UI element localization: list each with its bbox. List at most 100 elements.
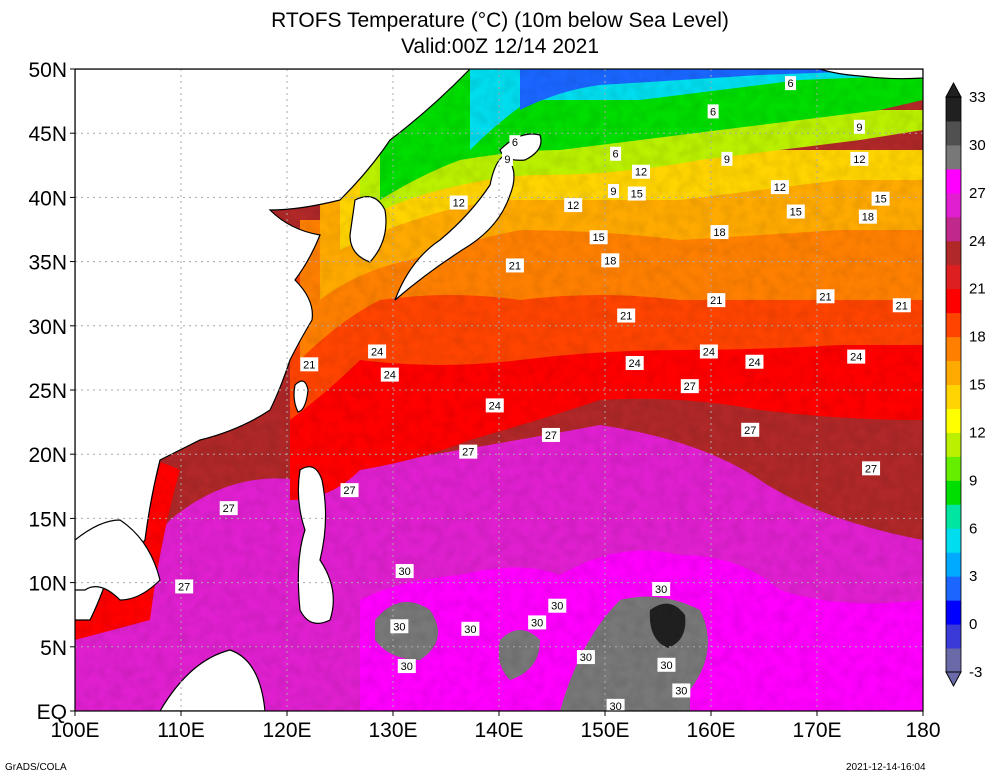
- colorbar-min-arrow: [945, 671, 962, 688]
- contour-label-box: [380, 367, 399, 382]
- colorbar-swatch: [946, 264, 961, 290]
- contour-label: 30: [551, 601, 563, 613]
- timestamp: 2021-12-14-16:04: [846, 762, 926, 773]
- colorbar-swatch: [946, 456, 961, 481]
- contour-label: 6: [787, 78, 793, 90]
- colorbar-swatch: [946, 504, 961, 529]
- land-korea: [349, 196, 387, 263]
- contour-label-box: [745, 354, 764, 369]
- colorbar-label: 24: [969, 233, 986, 250]
- lat-tick-label: EQ: [37, 701, 67, 724]
- contour-label-box: [368, 344, 387, 359]
- land-asia-mainland: [75, 69, 471, 621]
- lon-tick-label: 180: [905, 719, 940, 742]
- contour-label-box: [528, 615, 547, 630]
- contour-label-box: [657, 657, 676, 672]
- colorbar-label: 33: [969, 89, 986, 106]
- contour-label: 27: [178, 581, 190, 593]
- contour-label: 27: [545, 430, 557, 442]
- contour-label-box: [627, 186, 646, 201]
- colorbar-swatch: [946, 216, 961, 242]
- colorbar-swatch: [946, 97, 961, 122]
- contour-label: 24: [489, 400, 501, 412]
- contour-label: 27: [343, 485, 355, 497]
- contour-label: 30: [399, 566, 411, 578]
- colorbar-swatch: [946, 120, 961, 146]
- contour-label-box: [564, 198, 583, 213]
- lat-tick-label: 50N: [28, 59, 67, 82]
- contour-label: 30: [401, 661, 413, 673]
- contour-label: 12: [635, 167, 647, 179]
- contour-label: 15: [874, 194, 886, 206]
- contour-label-box: [459, 444, 478, 459]
- lat-tick-label: 25N: [28, 380, 67, 403]
- contour-label: 6: [710, 106, 716, 118]
- map-title: RTOFS Temperature (°C) (10m below Sea Le…: [271, 9, 729, 32]
- lat-tick-label: 20N: [28, 444, 67, 467]
- contour-label-box: [892, 298, 911, 313]
- colorbar-label: 3: [969, 568, 977, 585]
- contour-label: 24: [850, 352, 862, 364]
- contour-label-box: [501, 151, 513, 166]
- contour-label-box: [219, 501, 238, 516]
- contour-label: 12: [853, 154, 865, 166]
- colorbar-swatch: [946, 480, 961, 505]
- colorbar-max-arrow: [945, 81, 962, 98]
- colorbar-swatch: [946, 144, 961, 170]
- lon-tick-label: 150E: [580, 719, 629, 742]
- lon-tick-label: 140E: [474, 719, 523, 742]
- contour-label: 24: [384, 370, 396, 382]
- contour-label-box: [770, 180, 789, 195]
- contour-label-box: [576, 650, 595, 665]
- contour-label: 30: [464, 624, 476, 636]
- lat-tick-label: 45N: [28, 123, 67, 146]
- contour-label-box: [606, 698, 625, 711]
- colorbar-swatch: [946, 552, 961, 577]
- contour-label-box: [340, 483, 359, 498]
- contour-label: 30: [393, 621, 405, 633]
- lat-tick-label: 35N: [28, 252, 67, 275]
- colorbar-label: 0: [969, 616, 977, 633]
- contour-label: 6: [613, 149, 619, 161]
- contour-label-box: [707, 104, 719, 119]
- contour-label-box: [847, 349, 866, 364]
- contour-label: 21: [896, 300, 908, 312]
- contour-label-box: [449, 195, 468, 210]
- lon-tick-label: 130E: [368, 719, 417, 742]
- contour-label-box: [485, 398, 504, 413]
- contour-label: 6: [512, 137, 518, 149]
- contour-label: 12: [567, 200, 579, 212]
- contour-label: 15: [790, 207, 802, 219]
- contour-label: 27: [223, 503, 235, 515]
- contour-label-box: [672, 683, 691, 698]
- contour-label-box: [505, 258, 524, 273]
- contour-label-box: [632, 164, 651, 179]
- contour-label: 21: [819, 291, 831, 303]
- colorbar: -3 0 3 6 9 12 15 18 21 24 27 30 33: [945, 81, 986, 688]
- land-kamchatka: [819, 69, 923, 80]
- colorbar-label: 15: [969, 377, 986, 394]
- contour-label: 27: [865, 463, 877, 475]
- colorbar-swatch: [946, 312, 961, 338]
- contour-label-box: [871, 191, 890, 206]
- colorbar-label: 6: [969, 520, 977, 537]
- lat-tick-label: 15N: [28, 508, 67, 531]
- land-borneo: [159, 649, 266, 711]
- contour-label: 15: [631, 189, 643, 201]
- colorbar-swatch: [946, 600, 961, 625]
- colorbar-label: 30: [969, 137, 986, 154]
- lon-tick-label: 120E: [262, 719, 311, 742]
- contour-label-box: [652, 582, 671, 597]
- contour-label-box: [617, 308, 636, 323]
- contour-label: 12: [453, 198, 465, 210]
- contour-label: 9: [610, 186, 616, 198]
- contour-label-box: [707, 293, 726, 308]
- contour-label-box: [741, 422, 760, 437]
- lon-tick-label: 160E: [686, 719, 735, 742]
- lon-axis: 100E 110E 120E 130E 140E 150E 160E 170E 180: [50, 711, 941, 742]
- lat-tick-label: 5N: [40, 637, 67, 660]
- contour-label-box: [710, 225, 729, 240]
- colorbar-label: 27: [969, 185, 986, 202]
- colorbar-swatch: [946, 624, 961, 649]
